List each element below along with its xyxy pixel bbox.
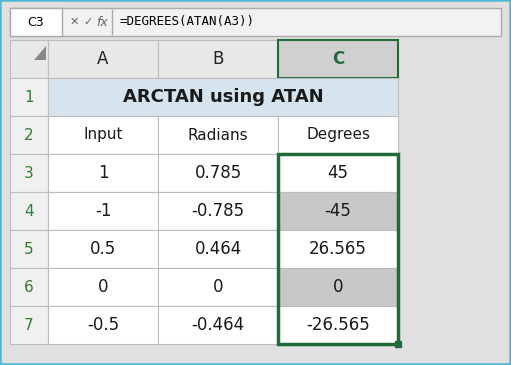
Text: 2: 2 xyxy=(24,127,34,142)
Bar xyxy=(48,154,158,192)
Text: ARCTAN using ATAN: ARCTAN using ATAN xyxy=(123,88,323,106)
Text: -0.464: -0.464 xyxy=(192,316,245,334)
Bar xyxy=(395,341,401,347)
Text: -45: -45 xyxy=(324,202,352,220)
Text: 0: 0 xyxy=(98,278,108,296)
Text: 5: 5 xyxy=(24,242,34,257)
Bar xyxy=(158,40,278,78)
Text: fx: fx xyxy=(96,15,108,28)
Bar xyxy=(278,268,398,306)
Bar xyxy=(48,230,158,268)
Bar xyxy=(10,154,48,192)
Polygon shape xyxy=(34,46,46,60)
Text: 0.464: 0.464 xyxy=(194,240,242,258)
Text: 1: 1 xyxy=(98,164,108,182)
Bar xyxy=(10,40,48,78)
Bar xyxy=(158,116,278,154)
Text: -1: -1 xyxy=(95,202,111,220)
Text: 45: 45 xyxy=(328,164,349,182)
Bar xyxy=(10,268,48,306)
Text: Input: Input xyxy=(83,127,123,142)
Bar xyxy=(10,306,48,344)
Bar xyxy=(48,78,398,116)
Text: =DEGREES(ATAN(A3)): =DEGREES(ATAN(A3)) xyxy=(120,15,255,28)
Bar xyxy=(278,40,398,78)
Bar xyxy=(10,116,48,154)
Text: 1: 1 xyxy=(24,89,34,104)
Bar xyxy=(48,306,158,344)
Text: B: B xyxy=(212,50,224,68)
Text: 26.565: 26.565 xyxy=(309,240,367,258)
Bar xyxy=(158,306,278,344)
Bar xyxy=(278,192,398,230)
Bar xyxy=(278,116,398,154)
Bar xyxy=(10,8,62,36)
Text: Degrees: Degrees xyxy=(306,127,370,142)
Bar xyxy=(48,40,158,78)
Bar xyxy=(158,192,278,230)
Bar xyxy=(278,230,398,268)
Text: Radians: Radians xyxy=(188,127,248,142)
Text: -0.785: -0.785 xyxy=(192,202,245,220)
Text: -26.565: -26.565 xyxy=(306,316,370,334)
Bar xyxy=(278,154,398,344)
Text: 0: 0 xyxy=(333,278,343,296)
Bar xyxy=(278,306,398,344)
Bar xyxy=(48,268,158,306)
Bar xyxy=(278,154,398,192)
Bar xyxy=(48,192,158,230)
Bar xyxy=(10,192,48,230)
Bar xyxy=(10,230,48,268)
Text: C3: C3 xyxy=(28,15,44,28)
Text: 3: 3 xyxy=(24,165,34,181)
Text: 0.5: 0.5 xyxy=(90,240,116,258)
Bar xyxy=(10,8,501,36)
Text: ✓: ✓ xyxy=(83,17,92,27)
Text: 7: 7 xyxy=(24,318,34,333)
Bar xyxy=(158,230,278,268)
Text: 0.785: 0.785 xyxy=(194,164,242,182)
Text: C: C xyxy=(332,50,344,68)
Bar xyxy=(10,78,48,116)
Bar xyxy=(158,154,278,192)
Text: ✕: ✕ xyxy=(69,17,79,27)
Text: A: A xyxy=(97,50,109,68)
Bar xyxy=(158,268,278,306)
Text: -0.5: -0.5 xyxy=(87,316,119,334)
Text: 6: 6 xyxy=(24,280,34,295)
Text: 4: 4 xyxy=(24,204,34,219)
Text: 0: 0 xyxy=(213,278,223,296)
Bar xyxy=(48,116,158,154)
